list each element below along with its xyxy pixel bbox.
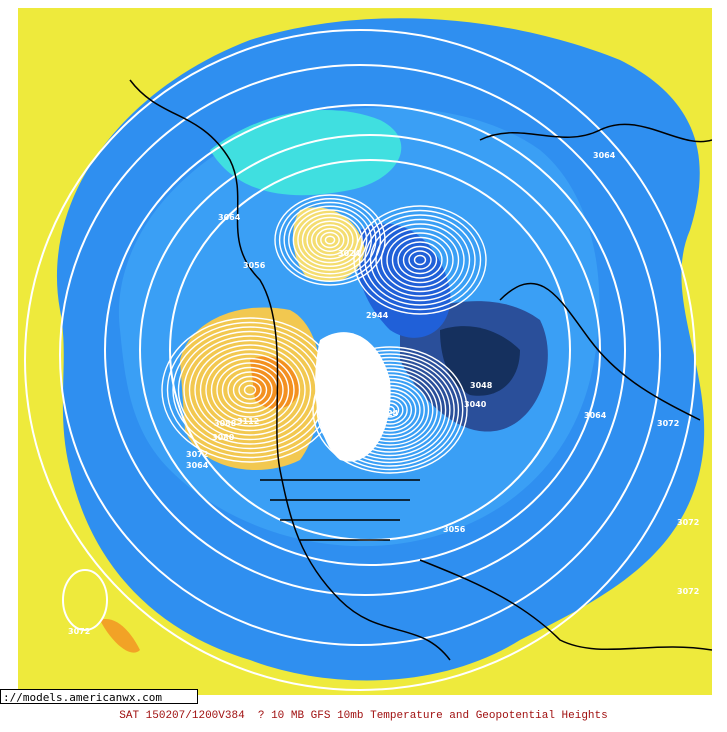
- contour: [376, 398, 404, 422]
- contour: [350, 377, 430, 443]
- contour: [301, 216, 359, 264]
- weather-map: 3064 3056 3064 3048 3040 3064 3072 3072 3056 3072…: [18, 8, 712, 695]
- contour: [386, 232, 454, 288]
- contour: [408, 250, 432, 270]
- contour: [364, 214, 476, 306]
- map-fields: [18, 8, 712, 695]
- contour: [283, 201, 377, 279]
- contour: [243, 384, 257, 396]
- contour-label: 3064: [218, 213, 241, 222]
- warm-patch-2: [293, 207, 365, 282]
- contour-label: 3072: [186, 450, 208, 459]
- contour: [367, 391, 413, 429]
- contour: [139, 134, 601, 566]
- contour-label: 3112: [237, 417, 259, 426]
- contour-label: 3088: [214, 419, 237, 428]
- contour: [402, 245, 438, 275]
- contour: [194, 344, 306, 436]
- contour: [391, 236, 449, 284]
- contour: [372, 395, 408, 425]
- contour-label: 3040: [464, 400, 487, 409]
- contour-label: 3064: [584, 411, 607, 420]
- contour: [353, 205, 487, 315]
- contour: [312, 346, 468, 474]
- contour: [329, 360, 451, 460]
- contour: [188, 339, 312, 441]
- contour: [346, 374, 434, 446]
- contour: [161, 317, 339, 463]
- contour: [325, 356, 455, 464]
- contour-label: 3048: [470, 381, 493, 390]
- contour: [385, 405, 395, 415]
- contour: [172, 326, 328, 454]
- contour: [166, 321, 334, 459]
- contour-label: 3080: [212, 433, 235, 442]
- contour-label: 3072: [68, 627, 90, 636]
- contour: [278, 198, 382, 282]
- contour: [24, 29, 696, 691]
- url-box: ://models.americanwx.com: [0, 689, 198, 704]
- contour: [205, 353, 295, 427]
- contour: [320, 353, 460, 467]
- darkest-patch: [440, 326, 520, 396]
- contour: [380, 227, 460, 293]
- contour: [62, 569, 108, 631]
- contour-label: 2944: [366, 311, 389, 320]
- caption: SAT 150207/1200V384 ? 10 MB GFS 10mb Tem…: [119, 710, 608, 722]
- cyan-patch: [210, 110, 402, 196]
- contour: [358, 209, 482, 311]
- contour-label: 3056: [243, 261, 266, 270]
- contour-label: 3072: [677, 587, 699, 596]
- contour: [238, 380, 262, 400]
- contour: [337, 367, 443, 453]
- contour: [216, 362, 284, 418]
- contour: [59, 64, 661, 646]
- contour: [316, 349, 464, 471]
- contour: [369, 218, 471, 302]
- contour-label: 3072: [677, 518, 699, 527]
- contour: [363, 388, 417, 432]
- contour-label: 2824: [376, 409, 399, 418]
- contour: [375, 223, 465, 297]
- contour-label: 3024: [338, 249, 361, 258]
- contour-label: 3072: [657, 419, 679, 428]
- contour-label: 3064: [186, 461, 209, 470]
- contour: [413, 254, 427, 266]
- contour-label: 3064: [593, 151, 616, 160]
- contour: [227, 371, 273, 409]
- contour: [333, 363, 447, 457]
- contour: [306, 220, 354, 260]
- contour: [274, 194, 386, 286]
- contour: [397, 241, 443, 279]
- contour-labels: 3064 3056 3064 3048 3040 3064 3072 3072 3056 3072…: [68, 151, 699, 636]
- contour: [342, 370, 438, 450]
- contour: [380, 402, 400, 418]
- contour: [310, 224, 350, 256]
- contour: [104, 104, 626, 596]
- contour: [320, 231, 340, 249]
- hot-spot: [100, 619, 140, 653]
- contour: [355, 381, 425, 439]
- contour: [324, 235, 336, 245]
- contour: [297, 213, 363, 267]
- contour-label: 3056: [443, 525, 466, 534]
- contour: [210, 357, 290, 423]
- contour: [292, 209, 368, 271]
- contour: [199, 348, 301, 432]
- contour: [232, 375, 268, 405]
- contour: [359, 384, 421, 436]
- coastlines: [129, 79, 712, 661]
- contour: [315, 228, 345, 252]
